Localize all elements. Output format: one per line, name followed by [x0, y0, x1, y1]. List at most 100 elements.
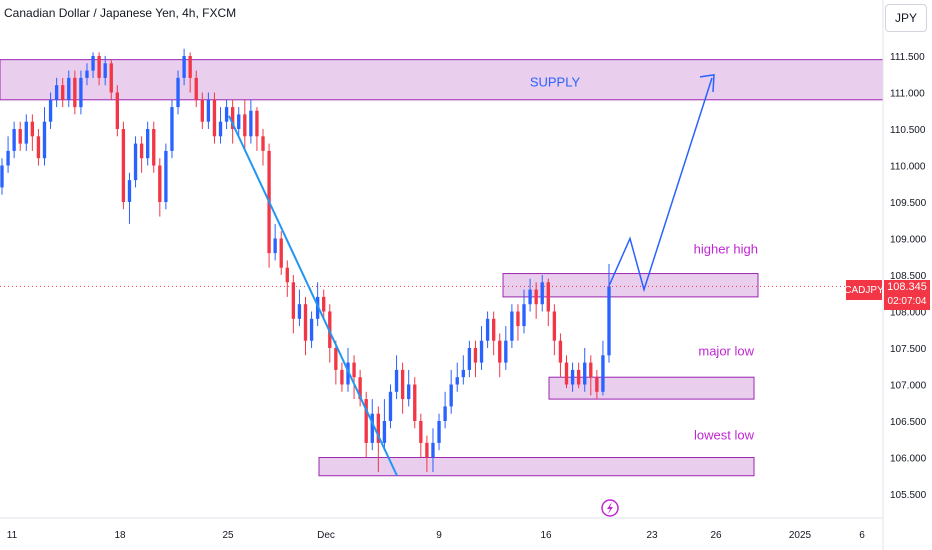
y-tick-label: 107.000 — [890, 381, 927, 392]
projection-path — [608, 77, 713, 293]
y-tick-label: 108.000 — [890, 308, 927, 319]
candle-body — [164, 150, 168, 202]
candle-body — [61, 85, 65, 100]
candle-body — [346, 362, 350, 385]
zone-supply — [0, 59, 884, 101]
candle-body — [413, 384, 417, 421]
candle-body — [583, 362, 587, 385]
x-tick-label: 26 — [710, 530, 722, 541]
candle-body — [510, 311, 514, 341]
y-tick-label: 111.500 — [890, 52, 925, 63]
candle-body — [273, 238, 277, 254]
candle-body — [400, 369, 405, 400]
candle-body — [485, 318, 490, 341]
candle-body — [194, 77, 198, 100]
candle-body — [146, 129, 150, 159]
annotation-label: lowest low — [694, 428, 755, 443]
candle-body — [133, 143, 138, 181]
candle-body — [224, 107, 229, 122]
candle-body — [36, 136, 41, 159]
candle-body — [97, 56, 101, 78]
candle-body — [6, 150, 10, 166]
candle-body — [230, 107, 235, 129]
candle-body — [158, 165, 162, 202]
candle-body — [473, 348, 478, 363]
y-tick-label: 107.500 — [890, 344, 927, 355]
x-tick-label: 2025 — [789, 530, 812, 541]
candle-body — [182, 56, 186, 78]
candle-body — [364, 399, 368, 443]
candle-body — [498, 340, 502, 363]
bar-countdown: 02:07:04 — [887, 296, 927, 307]
x-tick-label: Dec — [317, 530, 335, 541]
candle-body — [607, 286, 611, 356]
candle-body — [42, 121, 47, 159]
candle-body — [443, 406, 447, 421]
candle-body — [322, 296, 326, 312]
candle-body — [455, 377, 459, 385]
candle-body — [425, 442, 429, 458]
annotation-label: higher high — [694, 241, 758, 256]
labels-layer: SUPPLY higher high major low lowest low — [530, 75, 758, 517]
candle-body — [79, 77, 83, 108]
candle-body — [419, 421, 423, 443]
candle-body — [188, 56, 192, 78]
candle-body — [303, 304, 308, 341]
candle-body — [407, 384, 411, 400]
candle-body — [449, 384, 453, 407]
candle-body — [152, 129, 156, 166]
candle-body — [237, 114, 241, 129]
candle-body — [67, 77, 71, 100]
candle-body — [394, 369, 399, 392]
y-tick-label: 106.000 — [890, 454, 927, 465]
candle-body — [461, 369, 465, 378]
x-tick-label: 9 — [436, 530, 442, 541]
candle-body — [564, 362, 569, 385]
candle-body — [279, 238, 283, 268]
candle-body — [376, 413, 381, 443]
candle-body — [127, 180, 132, 202]
x-tick-label: 6 — [859, 530, 865, 541]
y-tick-label: 110.000 — [890, 162, 926, 173]
trendline — [228, 115, 398, 477]
currency-button[interactable]: JPY — [885, 4, 927, 32]
candle-body — [552, 311, 557, 341]
candle-body — [504, 340, 508, 363]
candle-body — [334, 348, 338, 370]
candle-body — [285, 267, 289, 283]
candle-body — [546, 282, 550, 312]
candle-body — [176, 77, 180, 108]
x-tick-label: 11 — [7, 530, 18, 541]
candle-body — [109, 63, 113, 93]
candle-body — [115, 92, 119, 129]
candle-body — [249, 110, 253, 137]
annotation-label: SUPPLY — [530, 75, 581, 90]
candle-body — [12, 129, 16, 151]
candles-layer — [0, 48, 611, 473]
candle-body — [218, 121, 223, 137]
zones-layer — [0, 59, 884, 477]
candle-body — [206, 99, 211, 122]
candle-body — [85, 70, 89, 78]
candle-body — [91, 56, 95, 71]
y-tick-label: 109.000 — [890, 235, 927, 246]
candle-body — [139, 143, 144, 159]
candle-body — [24, 121, 28, 144]
candle-body — [54, 85, 59, 100]
candle-body — [595, 377, 599, 392]
x-tick-label: 18 — [114, 530, 126, 541]
y-tick-label: 109.500 — [890, 198, 927, 209]
x-tick-label: 23 — [646, 530, 658, 541]
symbol-tag: CADJPY — [844, 280, 884, 300]
candle-body — [589, 362, 593, 378]
y-tick-label: 106.500 — [890, 417, 927, 428]
candle-body — [558, 340, 563, 363]
candle-body — [382, 421, 387, 443]
current-price: 108.345 — [887, 281, 927, 293]
candle-body — [255, 110, 259, 137]
candle-body — [121, 129, 126, 202]
y-tick-label: 110.500 — [890, 125, 926, 136]
candle-body — [103, 63, 107, 78]
